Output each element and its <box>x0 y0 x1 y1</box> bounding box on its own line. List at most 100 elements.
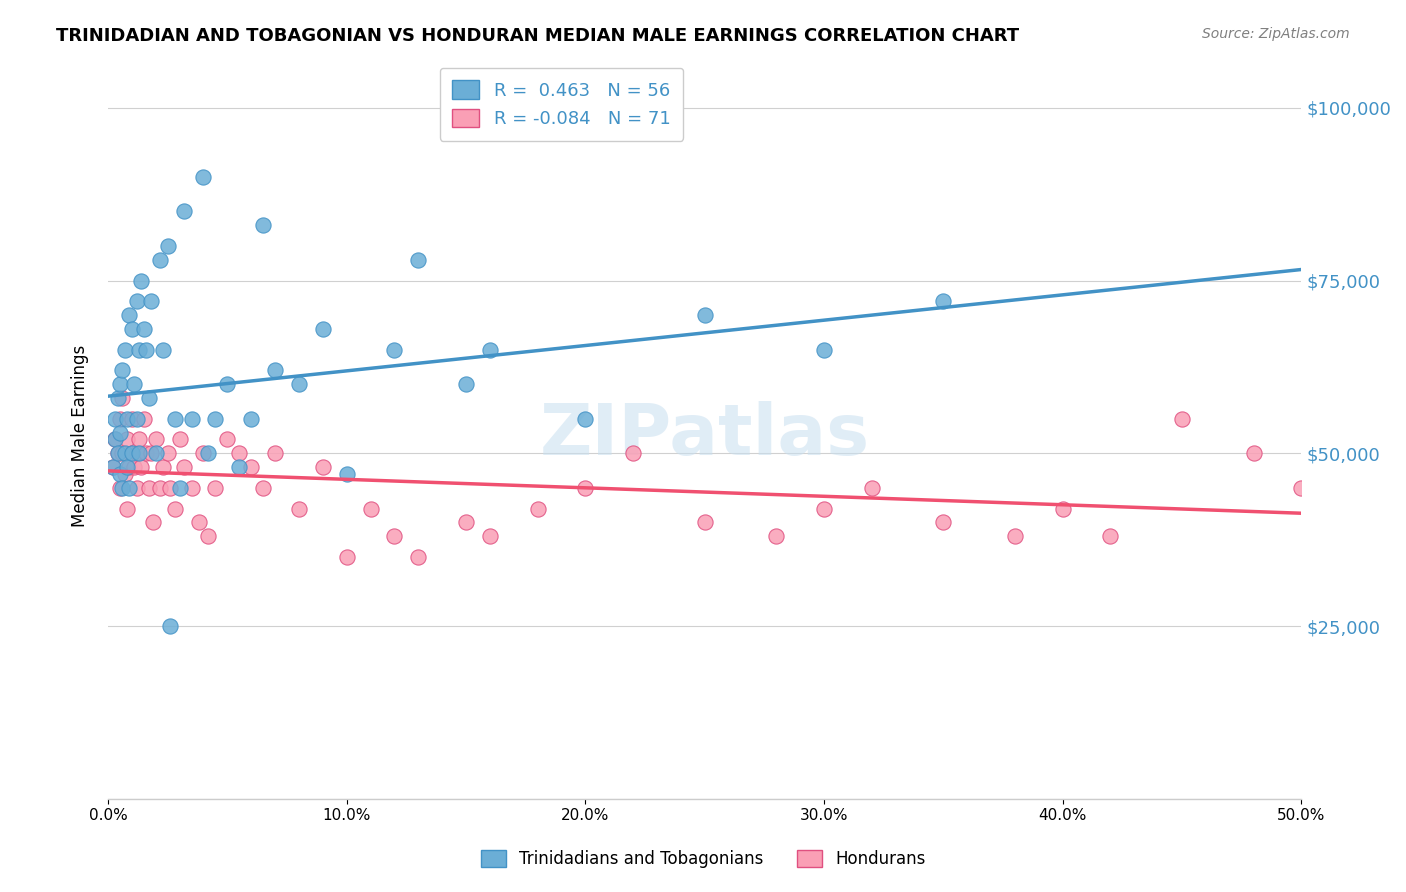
Point <box>288 501 311 516</box>
Point <box>159 481 181 495</box>
Point <box>125 294 148 309</box>
Point <box>193 169 215 184</box>
Point <box>454 377 477 392</box>
Point <box>125 446 148 460</box>
Point <box>108 467 131 481</box>
Point <box>765 529 787 543</box>
Point <box>1243 446 1265 460</box>
Point <box>173 204 195 219</box>
Point <box>693 308 716 322</box>
Point <box>252 481 274 495</box>
Point <box>121 446 143 460</box>
Point <box>108 377 131 392</box>
Point <box>336 467 359 481</box>
Point <box>142 516 165 530</box>
Point <box>108 481 131 495</box>
Point <box>145 433 167 447</box>
Point <box>115 433 138 447</box>
Point <box>574 411 596 425</box>
Point <box>204 411 226 425</box>
Point <box>1337 501 1360 516</box>
Point <box>478 529 501 543</box>
Text: TRINIDADIAN AND TOBAGONIAN VS HONDURAN MEDIAN MALE EARNINGS CORRELATION CHART: TRINIDADIAN AND TOBAGONIAN VS HONDURAN M… <box>56 27 1019 45</box>
Point <box>121 446 143 460</box>
Point <box>156 239 179 253</box>
Point <box>382 529 405 543</box>
Point <box>360 501 382 516</box>
Point <box>1052 501 1074 516</box>
Point <box>138 481 160 495</box>
Point <box>132 322 155 336</box>
Point <box>169 481 191 495</box>
Point <box>114 343 136 357</box>
Point <box>149 252 172 267</box>
Point <box>139 294 162 309</box>
Point <box>128 343 150 357</box>
Point <box>107 446 129 460</box>
Point <box>1004 529 1026 543</box>
Point <box>107 446 129 460</box>
Point <box>101 460 124 475</box>
Point <box>114 446 136 460</box>
Point <box>1171 411 1194 425</box>
Point <box>932 516 955 530</box>
Point <box>125 411 148 425</box>
Point <box>108 425 131 440</box>
Point <box>156 446 179 460</box>
Point <box>813 343 835 357</box>
Text: ZIPatlas: ZIPatlas <box>540 401 870 470</box>
Point <box>1099 529 1122 543</box>
Point <box>860 481 883 495</box>
Point <box>197 529 219 543</box>
Point <box>312 322 335 336</box>
Point <box>187 516 209 530</box>
Point <box>163 501 186 516</box>
Point <box>111 446 134 460</box>
Point <box>217 433 239 447</box>
Point <box>132 411 155 425</box>
Point <box>122 460 145 475</box>
Point <box>197 446 219 460</box>
Point <box>131 460 153 475</box>
Point <box>193 446 215 460</box>
Point <box>115 411 138 425</box>
Point <box>382 343 405 357</box>
Point <box>1291 481 1313 495</box>
Point <box>932 294 955 309</box>
Point <box>101 460 124 475</box>
Point <box>163 411 186 425</box>
Point <box>135 343 157 357</box>
Point <box>288 377 311 392</box>
Point <box>125 481 148 495</box>
Point <box>526 501 548 516</box>
Point <box>104 411 127 425</box>
Point <box>139 446 162 460</box>
Point <box>118 308 141 322</box>
Point <box>228 446 250 460</box>
Point <box>228 460 250 475</box>
Point <box>104 433 127 447</box>
Y-axis label: Median Male Earnings: Median Male Earnings <box>72 345 89 527</box>
Point <box>114 467 136 481</box>
Point <box>406 549 429 564</box>
Point <box>693 516 716 530</box>
Point <box>159 619 181 633</box>
Legend: Trinidadians and Tobagonians, Hondurans: Trinidadians and Tobagonians, Hondurans <box>474 843 932 875</box>
Point <box>104 433 127 447</box>
Point <box>252 219 274 233</box>
Point <box>111 391 134 405</box>
Point <box>173 460 195 475</box>
Point <box>264 363 287 377</box>
Point <box>180 481 202 495</box>
Point <box>406 252 429 267</box>
Point <box>145 446 167 460</box>
Point <box>152 460 174 475</box>
Point <box>264 446 287 460</box>
Point <box>169 433 191 447</box>
Point <box>118 460 141 475</box>
Point <box>108 411 131 425</box>
Point <box>149 481 172 495</box>
Point <box>204 481 226 495</box>
Point <box>312 460 335 475</box>
Point <box>121 411 143 425</box>
